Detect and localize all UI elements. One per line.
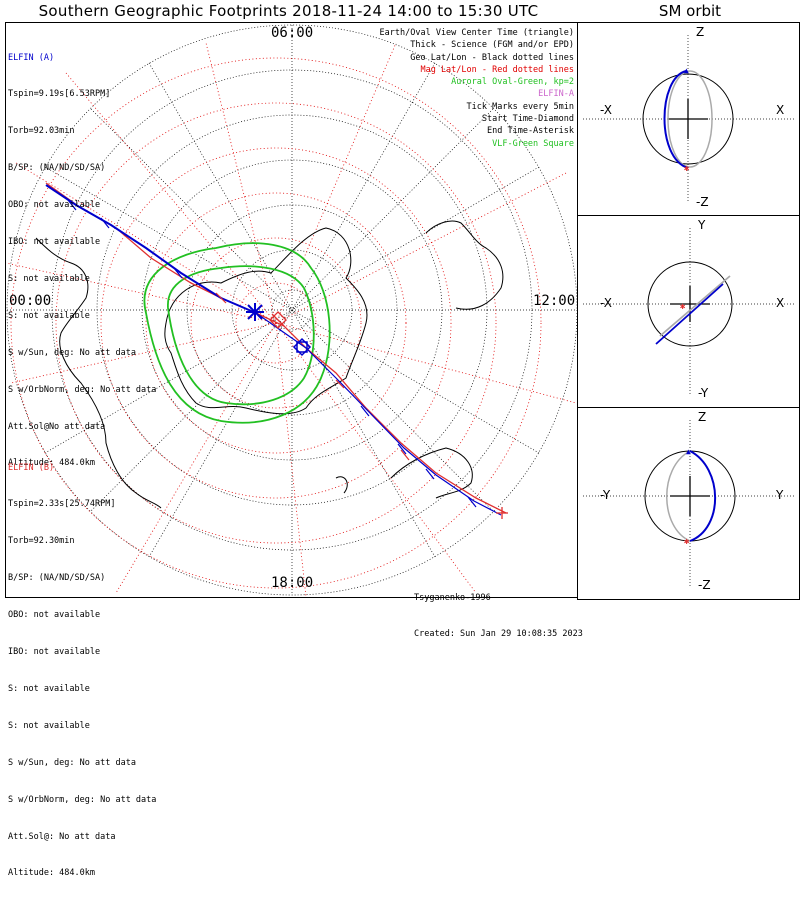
south-america-coast xyxy=(35,237,162,509)
elfin-a-line: Att.Sol@No att data xyxy=(8,421,106,432)
orbit-label-top: Z xyxy=(696,25,705,39)
legend-entry: Geo Lat/Lon - Black dotted lines xyxy=(410,52,574,63)
hour-label-right: 12:00 xyxy=(533,293,576,309)
elfin-a-start-diamond-icon xyxy=(292,337,312,357)
orbit-title: SM orbit xyxy=(658,2,722,20)
coastlines xyxy=(35,220,504,509)
orbit-label-left: -X xyxy=(600,296,612,310)
orbit-label-right: Y xyxy=(776,488,784,502)
new-zealand-coast xyxy=(335,476,348,494)
elfin-b-tick-marks xyxy=(215,292,410,461)
legend-entry: Start Time-Diamond xyxy=(481,114,574,125)
end-asterisk-icon xyxy=(496,507,508,519)
elfin-b-line: Torb=92.30min xyxy=(8,536,75,547)
legend-entry: Earth/Oval View Center Time (triangle) xyxy=(379,28,574,38)
orbit-label-bottom: -Z xyxy=(698,578,711,592)
legend-entry: Mag Lat/Lon - Red dotted lines xyxy=(420,64,574,75)
orbit-label-left: -Y xyxy=(600,488,611,502)
elfin-b-line: S: not available xyxy=(8,683,90,694)
elfin-a-line: S: not available xyxy=(8,310,90,321)
africa-coast xyxy=(425,220,504,310)
credits: Tsyganenko-1996 Created: Sun Jan 29 10:0… xyxy=(414,567,583,665)
elfin-b-line: S w/Sun, deg: No att data xyxy=(8,757,136,768)
elfin-a-name: ELFIN (A) xyxy=(8,52,55,63)
orbit-plot-xy: ✱ xyxy=(583,228,794,396)
geo-longitude-lines xyxy=(7,25,577,595)
australia-coast xyxy=(390,447,473,499)
footprint-map-panel: 06:00 00:00 12:00 18:00 ELFIN (A) Tspin=… xyxy=(5,22,583,878)
created-credit: Created: Sun Jan 29 10:08:35 2023 xyxy=(414,629,583,640)
elfin-b-line: OBO: not available xyxy=(8,610,101,621)
orbit-label-right: X xyxy=(776,296,785,310)
legend-entry: ELFIN-A xyxy=(538,89,574,100)
elfin-b-diamond-icon xyxy=(269,311,287,329)
legend-entry: Thick - Science (FGM and/or EPD) xyxy=(410,40,574,51)
elfin-b-line: Altitude: 484.0km xyxy=(8,868,95,879)
svg-text:✱: ✱ xyxy=(684,537,690,547)
antarctica-coast xyxy=(164,227,368,415)
orbit-panel-xz: ▲ ✱ Z -Z -X X xyxy=(577,22,800,216)
footprint-map xyxy=(6,24,577,597)
orbit-panel-xy: ✱ Y -Y -X X xyxy=(577,215,800,408)
orbit-plot-yz: ▲ ✱ xyxy=(583,420,794,588)
elfin-a-line: S w/Sun, deg: No att data xyxy=(8,347,136,358)
elfin-a-center-asterisk-icon xyxy=(246,303,264,321)
legend-entry: Tick Marks every 5min xyxy=(466,101,574,112)
elfin-a-line: Torb=92.03min xyxy=(8,126,75,137)
orbit-label-right: X xyxy=(776,103,785,117)
orbit-label-left: -X xyxy=(600,103,612,117)
elfin-b-name: ELFIN (B) xyxy=(8,462,55,473)
orbit-label-top: Z xyxy=(698,410,707,424)
orbit-plot-xz: ▲ ✱ xyxy=(583,35,794,203)
elfin-a-line: IBO: not available xyxy=(8,237,101,248)
track-tick-marks xyxy=(67,199,477,508)
auroral-oval xyxy=(143,242,331,424)
orbit-panel-yz: ▲ ✱ Z -Z -Y Y xyxy=(577,407,800,600)
page-title: Southern Geographic Footprints 2018-11-2… xyxy=(38,2,539,20)
orbit-label-bottom: -Y xyxy=(698,386,709,400)
elfin-a-track-thin xyxy=(255,312,502,516)
mag-grid xyxy=(6,42,577,597)
hour-label-left: 00:00 xyxy=(9,293,52,309)
elfin-a-info: ELFIN (A) Tspin=9.19s[6.53RPM] Torb=92.0… xyxy=(8,27,156,494)
map-legend: Earth/Oval View Center Time (triangle) Th… xyxy=(380,27,574,150)
elfin-b-line: B/SP: (NA/ND/SD/SA) xyxy=(8,573,106,584)
svg-text:▲: ▲ xyxy=(686,447,691,456)
hour-label-bottom: 18:00 xyxy=(271,575,314,591)
svg-text:▲: ▲ xyxy=(684,66,689,75)
elfin-a-line: S: not available xyxy=(8,273,90,284)
elfin-b-line: IBO: not available xyxy=(8,647,101,658)
elfin-b-line: Att.Sol@: No att data xyxy=(8,831,116,842)
elfin-b-line: S w/OrbNorm, deg: No att data xyxy=(8,794,157,805)
elfin-b-line: Tspin=2.33s[25.74RPM] xyxy=(8,499,116,510)
elfin-a-line: Tspin=9.19s[6.53RPM] xyxy=(8,89,111,100)
hour-label-top: 06:00 xyxy=(271,25,314,41)
elfin-b-info: ELFIN (B) Tspin=2.33s[25.74RPM] Torb=92.… xyxy=(8,437,156,904)
legend-entry: VLF-Green Square xyxy=(492,138,574,149)
orbit-label-bottom: -Z xyxy=(696,195,709,209)
model-credit: Tsyganenko-1996 xyxy=(414,592,491,603)
elfin-b-line: S: not available xyxy=(8,720,90,731)
legend-entry: Auroral Oval-Green, kp=2 xyxy=(451,77,574,88)
elfin-a-line: Altitude: 484.0km xyxy=(8,458,95,469)
elfin-a-line: S w/OrbNorm, deg: No att data xyxy=(8,384,157,395)
elfin-a-line: B/SP: (NA/ND/SD/SA) xyxy=(8,163,106,174)
svg-text:✱: ✱ xyxy=(684,164,690,174)
orbit-label-top: Y xyxy=(698,218,706,232)
elfin-a-line: OBO: not available xyxy=(8,200,101,211)
legend-entry: End Time-Asterisk xyxy=(487,126,574,137)
svg-text:✱: ✱ xyxy=(680,302,686,312)
